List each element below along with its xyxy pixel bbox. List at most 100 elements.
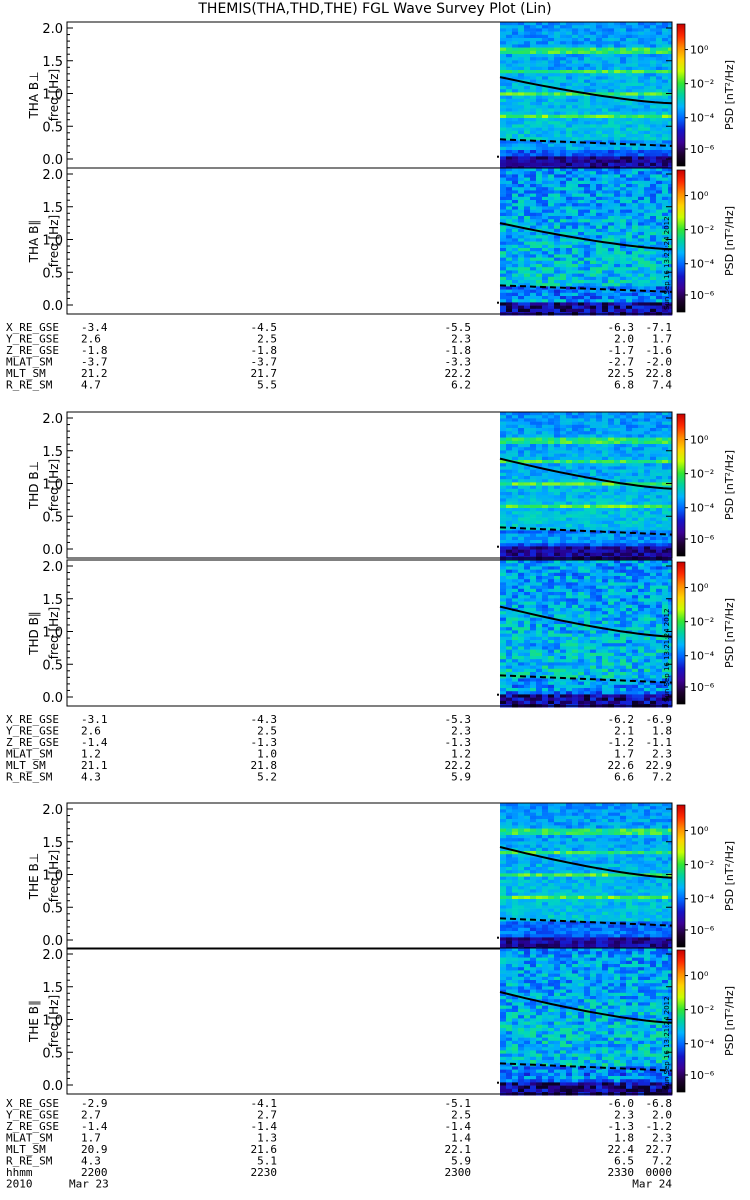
- spectrogram-cell: [614, 646, 621, 650]
- spectrogram-cell: [638, 636, 645, 641]
- spectrogram-cell: [530, 440, 537, 445]
- spectrogram-cell: [650, 209, 657, 214]
- spectrogram-cell: [590, 434, 597, 438]
- spectrogram-cell: [506, 579, 513, 583]
- spectrogram-cell: [662, 228, 669, 233]
- spectrogram-cell: [590, 308, 597, 313]
- spectrogram-cell: [506, 162, 513, 167]
- spectrogram-cell: [566, 102, 573, 106]
- spectrogram-cell: [590, 566, 597, 570]
- spectrogram-cell: [644, 453, 651, 458]
- spectrogram-cell: [572, 251, 579, 255]
- spectrogram-cell: [662, 579, 669, 583]
- spectrogram-cell: [572, 511, 579, 515]
- spectrogram-cell: [518, 38, 525, 42]
- spectrogram-cell: [608, 540, 615, 544]
- spectrogram-cell: [512, 187, 519, 191]
- spectrogram-cell: [530, 222, 537, 226]
- spectrogram-cell: [632, 479, 639, 483]
- spectrogram-cell: [566, 434, 573, 438]
- spectrogram-cell: [668, 595, 673, 599]
- spectrogram-cell: [656, 479, 663, 483]
- spectrogram-cell: [530, 582, 537, 586]
- spectrogram-cell: [554, 57, 561, 61]
- spectrogram-cell: [524, 184, 531, 188]
- spectrogram-cell: [590, 241, 597, 246]
- spectrogram-cell: [524, 469, 531, 474]
- spectrogram-cell: [578, 168, 585, 172]
- spectrogram-cell: [614, 60, 621, 64]
- spectrogram-cell: [668, 601, 673, 606]
- spectrogram-cell: [560, 121, 567, 125]
- spectrogram-cell: [644, 472, 651, 477]
- spectrogram-cell: [554, 54, 561, 58]
- spectrogram-cell: [644, 50, 651, 55]
- spectrogram-cell: [596, 38, 603, 42]
- spectrogram-cell: [566, 156, 573, 160]
- spectrogram-cell: [644, 511, 651, 515]
- spectrogram-cell: [524, 485, 531, 490]
- spectrogram-cell: [542, 216, 549, 220]
- spectrogram-cell: [506, 546, 513, 550]
- spectrogram-cell: [566, 292, 573, 297]
- spectrogram-cell: [560, 38, 567, 42]
- spectrogram-cell: [596, 31, 603, 36]
- spectrogram-cell: [590, 200, 597, 204]
- spectrogram-cell: [500, 34, 507, 39]
- spectrogram-cell: [656, 184, 663, 188]
- spectrogram-cell: [548, 146, 555, 151]
- spectrogram-cell: [632, 180, 639, 185]
- spectrogram-cell: [506, 604, 513, 609]
- spectrogram-cell: [518, 649, 525, 654]
- spectrogram-cell: [590, 572, 597, 577]
- spectrogram-cell: [536, 273, 543, 278]
- spectrogram-cell: [536, 50, 543, 55]
- spectrogram-cell: [608, 463, 615, 467]
- spectrogram-cell: [518, 95, 525, 100]
- spectrogram-cell: [530, 108, 537, 112]
- spectrogram-cell: [602, 620, 609, 625]
- spectrogram-cell: [560, 146, 567, 151]
- spectrogram-cell: [500, 82, 507, 87]
- spectrogram-cell: [596, 476, 603, 480]
- spectrogram-cell: [512, 280, 519, 284]
- spectrogram-cell: [542, 504, 549, 509]
- spectrogram-cell: [542, 633, 549, 638]
- colorbar-tick-label: 10⁻²: [690, 78, 714, 91]
- spectrogram-cell: [596, 47, 603, 52]
- spectrogram-cell: [656, 280, 663, 284]
- spectrogram-cell: [626, 479, 633, 483]
- spectrogram-cell: [554, 308, 561, 313]
- spectrogram-cell: [524, 437, 531, 442]
- spectrogram-cell: [530, 130, 537, 135]
- spectrogram-cell: [524, 520, 531, 525]
- spectrogram-cell: [512, 434, 519, 438]
- spectrogram-cell: [506, 190, 513, 194]
- spectrogram-cell: [572, 177, 579, 182]
- spectrogram-cell: [536, 289, 543, 294]
- spectrogram-cell: [572, 643, 579, 647]
- spectrogram-cell: [668, 456, 673, 461]
- spectrogram-cell: [578, 563, 585, 567]
- spectrogram-cell: [668, 34, 673, 39]
- spectrogram-cell: [560, 264, 567, 268]
- spectrogram-cell: [524, 630, 531, 634]
- spectrogram-cell: [506, 620, 513, 625]
- spectrogram-cell: [668, 604, 673, 609]
- spectrogram-cell: [662, 440, 669, 445]
- spectrogram-cell: [620, 617, 627, 622]
- spectrogram-cell: [668, 466, 673, 470]
- spectrogram-cell: [602, 588, 609, 593]
- spectrogram-cell: [650, 286, 657, 290]
- spectrogram-cell: [524, 421, 531, 426]
- spectrogram-cell: [632, 437, 639, 442]
- spectrogram-cell: [518, 190, 525, 194]
- spectrogram-cell: [596, 412, 603, 416]
- spectrogram-cell: [626, 193, 633, 198]
- spectrogram-cell: [512, 73, 519, 77]
- spectrogram-cell: [506, 114, 513, 119]
- spectrogram-cell: [668, 453, 673, 458]
- spectrogram-cell: [548, 89, 555, 93]
- spectrogram-cell: [602, 251, 609, 255]
- spectrogram-cell: [668, 95, 673, 100]
